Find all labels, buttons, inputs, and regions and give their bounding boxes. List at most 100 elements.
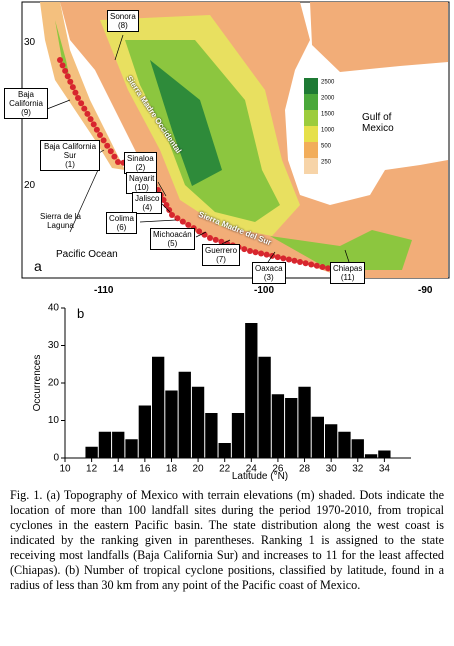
landfall-dot bbox=[185, 221, 192, 228]
bar bbox=[285, 398, 298, 458]
state-label: Sinaloa (2) bbox=[124, 152, 157, 174]
landfall-dot bbox=[67, 78, 74, 85]
state-rank: (5) bbox=[167, 239, 178, 248]
colorbar-label: 250 bbox=[321, 160, 332, 166]
bar bbox=[351, 439, 364, 458]
state-label: Guerrero (7) bbox=[202, 244, 241, 266]
x-tick-label: 22 bbox=[219, 464, 231, 475]
y-tick-label: 20 bbox=[48, 378, 60, 389]
caption: Fig. 1. (a) Topography of Mexico with te… bbox=[10, 488, 444, 592]
bar bbox=[205, 413, 218, 458]
state-rank: (8) bbox=[118, 21, 128, 30]
state-name: Michoacán bbox=[153, 230, 192, 239]
landfall-dot bbox=[115, 159, 121, 165]
x-tick-label: 30 bbox=[326, 464, 338, 475]
landfall-dot bbox=[84, 110, 91, 117]
state-label: Colima (6) bbox=[106, 212, 137, 234]
landfall-dot bbox=[241, 246, 248, 253]
landfall-dot bbox=[90, 121, 97, 128]
gulf-label: Gulf of Mexico bbox=[362, 112, 394, 134]
state-name: Jalisco bbox=[135, 194, 160, 203]
lat-tick: 30 bbox=[24, 37, 36, 48]
bar bbox=[325, 424, 338, 458]
landfall-dot bbox=[75, 95, 81, 101]
y-axis-label: Occurrences bbox=[32, 355, 43, 412]
colorbar-label: 1000 bbox=[321, 128, 335, 134]
x-tick-label: 32 bbox=[352, 464, 364, 475]
x-tick-label: 26 bbox=[272, 464, 284, 475]
state-rank: (10) bbox=[134, 183, 149, 192]
ocean-label: Pacific Ocean bbox=[56, 249, 118, 260]
state-label: Nayarit (10) bbox=[126, 172, 158, 194]
state-label: Oaxaca (3) bbox=[252, 262, 286, 284]
y-tick-label: 40 bbox=[48, 303, 60, 314]
landfall-dot bbox=[207, 235, 213, 241]
bar bbox=[178, 371, 191, 458]
panel-label: b bbox=[77, 306, 84, 321]
state-rank: (3) bbox=[263, 273, 274, 282]
colorbar-swatch bbox=[304, 142, 318, 158]
terrain-baja bbox=[55, 20, 72, 90]
bar bbox=[98, 431, 112, 458]
bar bbox=[191, 386, 205, 458]
landfall-dot bbox=[263, 251, 270, 258]
y-tick-label: 30 bbox=[48, 340, 60, 351]
x-tick-label: 14 bbox=[113, 464, 125, 475]
landfall-dot bbox=[212, 236, 219, 243]
landfall-dot bbox=[319, 264, 326, 270]
landfall-dot bbox=[97, 132, 103, 138]
panel-label: a bbox=[34, 258, 42, 274]
bar bbox=[311, 416, 324, 458]
state-rank: (6) bbox=[116, 223, 127, 232]
colorbar-label: 2500 bbox=[321, 80, 335, 86]
landfall-dot bbox=[258, 250, 265, 257]
colorbar-swatch bbox=[304, 158, 318, 174]
state-rank: (11) bbox=[340, 273, 355, 282]
land-usa bbox=[310, 2, 448, 72]
colorbar-swatch bbox=[304, 78, 318, 94]
landfall-dot bbox=[169, 212, 175, 218]
landfall-dot bbox=[104, 142, 111, 149]
landfall-dot bbox=[87, 116, 94, 123]
landfall-dot bbox=[62, 67, 69, 74]
state-rank: (1) bbox=[65, 160, 75, 169]
state-name: Sonora bbox=[110, 12, 136, 21]
bar bbox=[364, 454, 378, 458]
landfall-dot bbox=[274, 254, 281, 261]
x-tick-label: 28 bbox=[299, 464, 311, 475]
x-tick-label: 18 bbox=[166, 464, 178, 475]
map: 2500 2000 1500 1000 500 250 bbox=[21, 1, 450, 279]
state-name: Baja California Sur bbox=[43, 142, 97, 160]
state-name: Oaxaca bbox=[255, 264, 283, 273]
state-label: Jalisco (4) bbox=[132, 192, 163, 214]
state-label: Baja California Sur (1) bbox=[40, 140, 100, 171]
state-name: Nayarit bbox=[129, 174, 155, 183]
landfall-dot bbox=[107, 148, 114, 155]
bar bbox=[231, 413, 245, 458]
x-axis-label: Latitude (°N) bbox=[232, 471, 288, 482]
state-label: Sonora (8) bbox=[107, 10, 139, 32]
x-tick-label: 20 bbox=[193, 464, 205, 475]
x-tick-label: 24 bbox=[246, 464, 258, 475]
landfall-dot bbox=[100, 137, 107, 144]
x-tick-label: 34 bbox=[379, 464, 391, 475]
state-rank: (4) bbox=[142, 203, 153, 212]
bar bbox=[112, 431, 125, 458]
state-name: Baja California bbox=[9, 90, 43, 108]
colorbar-label: 2000 bbox=[321, 96, 335, 102]
state-label: Chiapas (11) bbox=[330, 262, 366, 284]
x-tick-label: 12 bbox=[86, 464, 98, 475]
state-name: Colima bbox=[109, 214, 134, 223]
landfall-dot bbox=[57, 57, 63, 63]
landfall-dot bbox=[93, 126, 100, 133]
colorbar-swatch bbox=[304, 110, 318, 126]
state-name: Chiapas bbox=[333, 264, 363, 273]
landfall-dot bbox=[64, 73, 71, 80]
state-label: Michoacán (5) bbox=[150, 228, 195, 250]
landfall-dot bbox=[297, 259, 303, 265]
state-name: Sinaloa bbox=[127, 154, 154, 163]
colorbar-label: 1500 bbox=[321, 112, 335, 118]
landfall-dot bbox=[196, 228, 203, 235]
